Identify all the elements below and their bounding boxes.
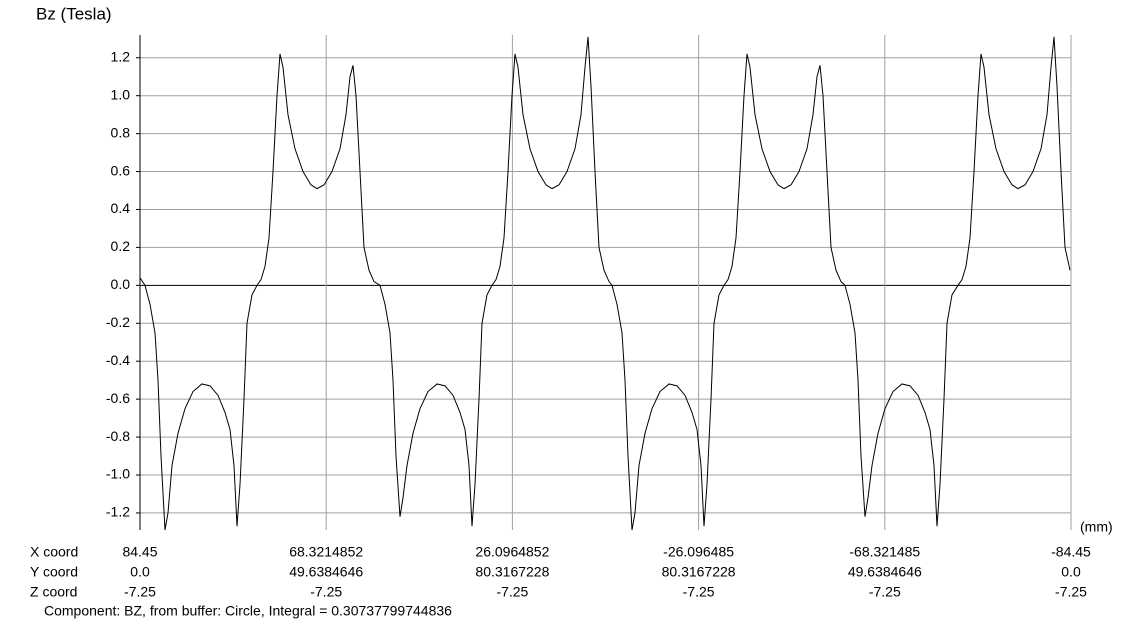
x-tick-label: -7.25 xyxy=(869,584,901,600)
x-tick-label: -84.45 xyxy=(1051,544,1091,560)
y-tick-label: 1.0 xyxy=(111,86,131,102)
x-tick-label: -7.25 xyxy=(1055,584,1087,600)
y-tick-label: 0.0 xyxy=(111,276,131,292)
x-tick-label: 68.3214852 xyxy=(289,544,363,560)
x-tick-label: -7.25 xyxy=(496,584,528,600)
y-tick-label: -1.2 xyxy=(106,504,130,520)
y-tick-label: 0.8 xyxy=(111,124,131,140)
y-tick-label: -0.2 xyxy=(106,314,130,330)
x-tick-label: 0.0 xyxy=(130,564,150,580)
x-tick-label: -26.096485 xyxy=(663,544,734,560)
row-label: X coord xyxy=(30,544,78,560)
y-tick-label: 0.4 xyxy=(111,200,131,216)
x-tick-label: -7.25 xyxy=(683,584,715,600)
chart-title: Bz (Tesla) xyxy=(36,4,112,23)
row-label: Z coord xyxy=(30,584,77,600)
x-tick-label: 49.6384646 xyxy=(848,564,922,580)
y-tick-label: 0.2 xyxy=(111,238,131,254)
y-tick-label: 0.6 xyxy=(111,162,131,178)
x-unit: (mm) xyxy=(1080,519,1113,535)
row-label: Y coord xyxy=(30,564,78,580)
x-tick-label: 80.3167228 xyxy=(475,564,549,580)
y-tick-label: -0.6 xyxy=(106,390,130,406)
y-tick-label: -0.8 xyxy=(106,428,130,444)
x-tick-label: 26.0964852 xyxy=(475,544,549,560)
x-tick-label: 84.45 xyxy=(122,544,157,560)
x-tick-label: 80.3167228 xyxy=(662,564,736,580)
y-tick-label: -0.4 xyxy=(106,352,130,368)
x-tick-label: -68.321485 xyxy=(849,544,920,560)
y-tick-label: -1.0 xyxy=(106,466,130,482)
x-tick-label: -7.25 xyxy=(310,584,342,600)
footer: Component: BZ, from buffer: Circle, Inte… xyxy=(44,603,452,619)
x-tick-label: -7.25 xyxy=(124,584,156,600)
data-line xyxy=(139,36,1071,531)
y-tick-label: 1.2 xyxy=(111,48,131,64)
x-tick-label: 0.0 xyxy=(1061,564,1081,580)
x-tick-label: 49.6384646 xyxy=(289,564,363,580)
